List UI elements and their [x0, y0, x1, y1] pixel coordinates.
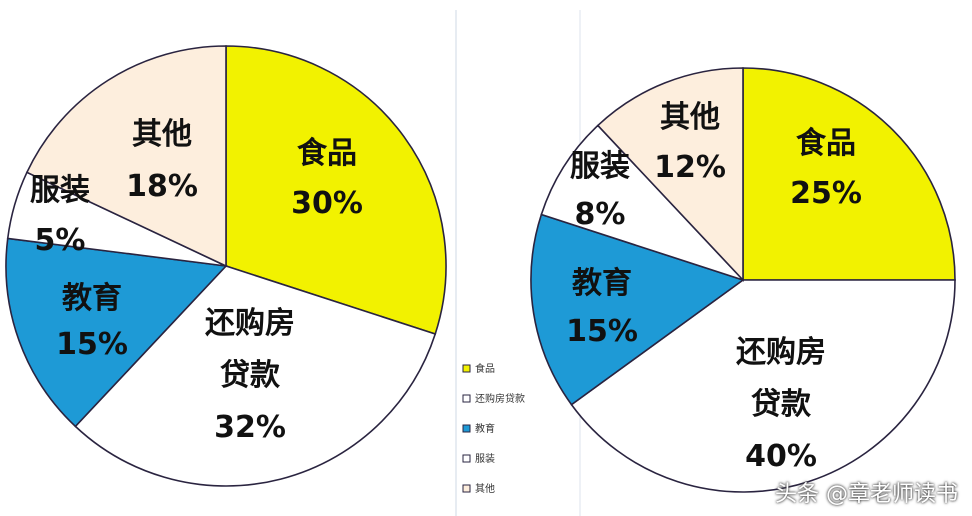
legend-label-0: 食品	[475, 362, 495, 375]
right-pie-slice-1	[570, 279, 956, 493]
legend-label-1: 还购房贷款	[475, 392, 525, 405]
right-pie-slice-4	[596, 67, 744, 283]
left-pie-value-label-3: 5%	[35, 223, 86, 258]
right-pie-category-label-4: 其他	[660, 100, 720, 135]
right-pie-category-label-1: 贷款	[751, 387, 812, 422]
legend-label-3: 服装	[475, 452, 495, 465]
left-pie-value-label-2: 15%	[56, 327, 128, 362]
legend-label-2: 教育	[475, 422, 495, 435]
right-pie-category-label-0: 食品	[796, 126, 856, 161]
left-pie-category-label-0: 食品	[297, 136, 357, 171]
right-pie-slice-0	[742, 67, 956, 281]
legend-swatch-3	[462, 454, 471, 463]
watermark: 头条 @章老师读书	[775, 482, 958, 507]
right-pie-value-label-1: 40%	[745, 439, 817, 474]
right-pie-slice-3	[540, 124, 744, 281]
right-pie-category-label-2: 教育	[572, 266, 632, 301]
legend-swatch-2	[462, 424, 471, 433]
right-pie-category-label-3: 服装	[570, 149, 630, 184]
legend-swatch-4	[462, 484, 471, 493]
left-pie-slice-0	[225, 45, 447, 335]
pie-chart-left: 食品 30% 还购房贷款 32% 教育 15% 服装 5% 其他 18%	[5, 45, 447, 487]
left-pie-slice-4	[25, 45, 227, 268]
legend-swatch-0	[462, 364, 471, 373]
left-pie-slice-1	[74, 265, 437, 487]
left-pie-category-label-1: 还购房	[205, 306, 295, 341]
left-pie-category-label-2: 教育	[62, 281, 122, 316]
left-pie-slice-2	[5, 237, 228, 428]
left-pie-value-label-1: 32%	[214, 410, 286, 445]
left-pie-value-label-0: 30%	[291, 186, 363, 221]
pie-chart-right: 食品 25% 还购房贷款 40% 教育 15% 服装 8% 其他 12%	[530, 67, 956, 493]
right-pie-value-label-0: 25%	[790, 176, 862, 211]
left-pie-category-label-3: 服装	[30, 173, 90, 208]
right-pie-value-label-4: 12%	[654, 150, 726, 185]
legend-label-4: 其他	[475, 482, 495, 495]
left-pie-value-label-4: 18%	[126, 169, 198, 204]
left-pie-category-label-4: 其他	[132, 117, 192, 152]
right-pie-slice-2	[530, 213, 745, 406]
left-pie-category-label-1: 贷款	[220, 358, 281, 393]
legend-swatch-1	[462, 394, 471, 403]
right-pie-category-label-1: 还购房	[736, 335, 826, 370]
right-pie-value-label-2: 15%	[566, 314, 638, 349]
right-pie-value-label-3: 8%	[575, 197, 626, 232]
